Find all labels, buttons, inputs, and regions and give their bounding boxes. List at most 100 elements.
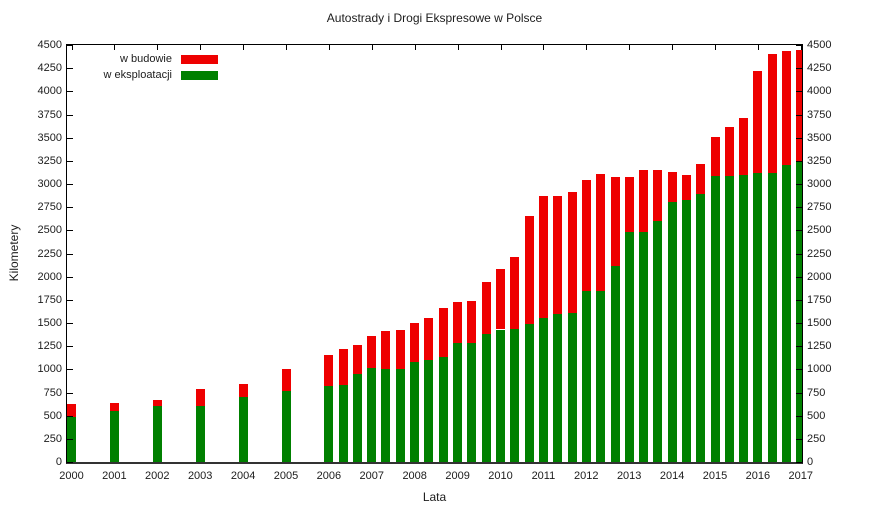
bar [524,216,534,462]
bar-segment-construction [624,177,634,233]
y-tick-label-left: 4000 [37,85,62,98]
bar [367,335,377,462]
bar-segment-construction [767,53,777,174]
y-tick-right [796,253,802,255]
y-tick-label-right: 2000 [807,270,832,283]
bar-segment-operational [710,176,720,462]
bar [410,322,420,462]
y-tick-right [796,45,802,46]
x-axis-label: Lata [422,490,447,504]
bar [796,49,802,462]
bar-segment-construction [353,345,363,375]
x-tick-top [715,45,716,50]
y-tick-left [67,184,73,185]
y-tick-right [796,299,802,301]
y-tick-label-left: 3750 [37,108,62,121]
bar [724,127,734,462]
bar [467,301,477,462]
bar [381,331,391,462]
y-tick-right [796,91,802,93]
y-tick-right [796,68,802,70]
bar [739,118,749,462]
bar-segment-construction [667,171,677,202]
bar [338,349,348,462]
bar-segment-construction [396,330,406,369]
y-tick-label-left: 750 [43,386,62,399]
bar-segment-operational [467,342,477,462]
bar [396,330,406,462]
bar-segment-construction [467,301,477,343]
y-tick-right [796,184,802,185]
y-tick-label-left: 1000 [37,363,62,376]
bar-segment-construction [538,195,548,319]
bar [753,70,763,462]
bar [324,355,334,462]
y-tick-left [67,438,73,440]
bar-segment-construction [610,176,620,267]
bar-segment-operational [681,199,691,462]
bar-segment-construction [152,399,162,406]
y-tick-left [67,299,73,301]
bar-segment-operational [595,290,605,462]
bar-segment-construction [796,49,802,162]
bar-segment-operational [324,386,334,462]
y-tick-label-right: 1750 [807,293,832,306]
y-tick-right [796,323,802,324]
y-tick-left [67,346,73,348]
bar-segment-construction [782,51,792,166]
bar-segment-construction [496,269,505,330]
bar-segment-operational [453,343,463,462]
y-tick-label-left: 2750 [37,201,62,214]
bar [195,388,205,462]
bar-segment-construction [753,70,763,174]
bar-segment-construction [338,349,348,386]
y-tick-label-left: 2000 [37,270,62,283]
bar-segment-operational [581,290,591,462]
x-tick-label: 2005 [273,470,299,482]
y-tick-label-left: 2500 [37,224,62,237]
x-tick-top [543,45,545,50]
bar-segment-operational [638,232,648,462]
legend-swatch-w-budowie [181,54,218,64]
y-tick-right [796,438,802,440]
bar [767,53,777,462]
x-tick-label: 2014 [659,470,685,482]
x-tick-label: 2006 [316,470,342,482]
legend-item-w-eksploatacji: w eksploatacji [58,69,218,80]
y-tick-label-right: 4000 [807,85,832,98]
y-tick-label-right: 3000 [807,178,832,190]
bar-segment-construction [238,384,248,398]
x-tick-top [629,45,631,50]
y-tick-label-right: 2250 [807,247,832,260]
bar-segment-operational [424,359,434,462]
bar-segment-operational [152,405,162,462]
x-tick-label: 2017 [788,470,814,482]
x-tick-top [286,45,287,50]
x-tick-label: 2016 [745,470,771,482]
bar-segment-construction [524,216,534,324]
y-tick-label-right: 750 [807,386,826,399]
x-tick-top [114,45,116,50]
y-tick-label-left: 3250 [37,154,62,167]
y-tick-right [796,207,802,209]
y-tick-left [67,160,73,162]
bar-segment-operational [767,173,777,462]
bar-segment-construction [438,308,448,357]
bar-segment-operational [281,390,291,462]
bar [696,163,706,462]
bar-segment-operational [410,362,420,462]
y-tick-left [67,230,73,232]
bar-segment-construction [739,118,749,175]
bar-segment-construction [481,282,491,335]
bar-segment-operational [753,173,763,462]
x-tick-top [243,45,245,50]
x-tick-top [157,45,159,50]
bar-segment-operational [109,411,119,462]
bar-segment-construction [67,404,76,417]
x-tick-label: 2008 [402,470,427,482]
y-tick-label-right: 4500 [807,39,832,51]
legend-swatch-w-eksploatacji [181,70,218,80]
bar-segment-construction [410,322,420,363]
x-tick-top [414,45,416,50]
bar-segment-construction [567,192,577,313]
